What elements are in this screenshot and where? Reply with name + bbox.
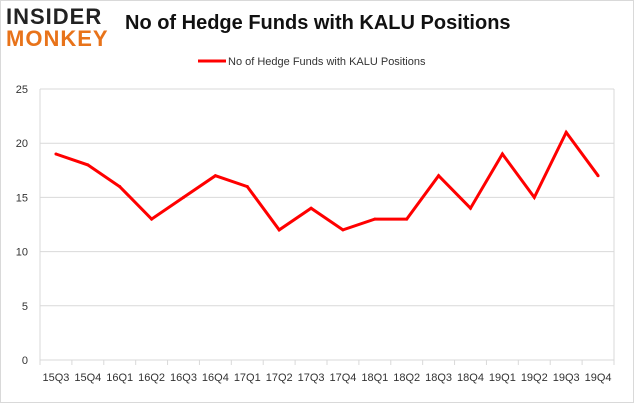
data-point — [182, 195, 185, 199]
y-tick-label: 25 — [16, 84, 28, 96]
y-tick-label: 5 — [22, 301, 28, 313]
x-tick-label: 17Q3 — [298, 372, 325, 384]
x-tick-label: 16Q4 — [202, 372, 229, 384]
x-tick-label: 17Q1 — [234, 372, 261, 384]
x-tick-label: 17Q4 — [329, 372, 356, 384]
x-tick-label: 19Q2 — [521, 372, 548, 384]
insider-monkey-logo: INSIDER MONKEY — [6, 6, 120, 50]
y-tick-label: 10 — [16, 247, 28, 259]
legend-label: No of Hedge Funds with KALU Positions — [228, 56, 426, 68]
data-point — [118, 185, 122, 189]
data-point — [373, 217, 377, 221]
x-tick-label: 15Q4 — [74, 372, 101, 384]
data-point — [309, 206, 313, 210]
x-tick-label: 19Q4 — [585, 372, 612, 384]
x-tick-label: 16Q1 — [106, 372, 133, 384]
gridlines — [40, 88, 614, 361]
data-point — [277, 228, 281, 232]
y-tick-label: 15 — [16, 192, 28, 204]
logo-line-2: MONKEY — [6, 26, 109, 51]
data-point — [437, 174, 441, 178]
logo-line-1: INSIDER — [6, 4, 103, 29]
x-tick-label: 16Q3 — [170, 372, 197, 384]
x-tick-label: 17Q2 — [266, 372, 293, 384]
x-tick-label: 18Q4 — [457, 372, 484, 384]
x-tick-label: 19Q3 — [553, 372, 580, 384]
data-point — [150, 217, 154, 221]
series-line-0 — [55, 129, 600, 232]
axes: 0 5 10 15 20 25 15Q3 15Q4 16Q1 16Q2 16Q3 16Q4 17Q1 17… — [16, 84, 615, 384]
data-point — [500, 152, 504, 156]
series-layer — [54, 129, 600, 232]
data-point — [54, 152, 58, 156]
data-point — [564, 130, 568, 134]
data-point — [86, 163, 90, 167]
x-tick-label: 18Q3 — [425, 372, 452, 384]
data-point — [341, 228, 345, 232]
chart-title: No of Hedge Funds with KALU Positions — [125, 12, 511, 34]
data-point — [532, 195, 536, 199]
y-tick-label: 0 — [22, 355, 28, 367]
x-tick-label: 19Q1 — [489, 372, 516, 384]
legend: No of Hedge Funds with KALU Positions — [198, 56, 426, 68]
data-point — [596, 174, 600, 178]
data-point — [213, 174, 217, 178]
y-tick-label: 20 — [16, 138, 28, 150]
x-tick-label: 15Q3 — [42, 372, 69, 384]
x-tick-label: 18Q2 — [393, 372, 420, 384]
x-tick-label: 18Q1 — [361, 372, 388, 384]
x-tick-label: 16Q2 — [138, 372, 165, 384]
data-point — [469, 206, 472, 210]
data-point — [245, 185, 249, 189]
data-point — [405, 217, 409, 221]
